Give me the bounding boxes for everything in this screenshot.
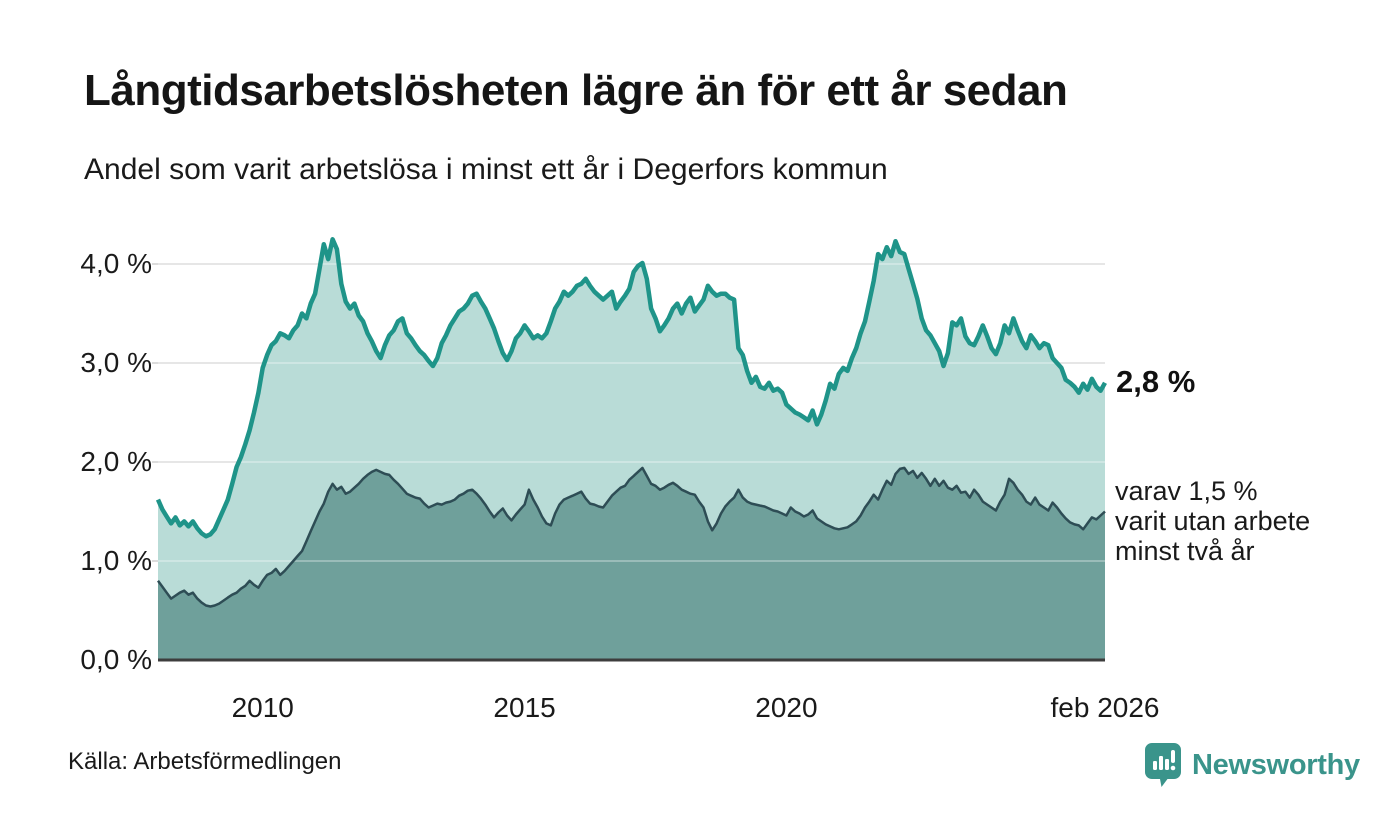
x-axis-label: 2015 xyxy=(493,692,556,723)
x-axis-label: 2010 xyxy=(231,692,294,723)
y-axis-label: 3,0 % xyxy=(80,347,152,378)
y-axis-label: 1,0 % xyxy=(80,545,152,576)
x-axis-label: feb 2026 xyxy=(1050,692,1160,723)
page-title: Långtidsarbetslösheten lägre än för ett … xyxy=(84,66,1068,115)
x-axis-label: 2020 xyxy=(755,692,818,723)
page-subtitle: Andel som varit arbetslösa i minst ett å… xyxy=(84,153,888,186)
newsworthy-bubble-icon xyxy=(1145,743,1181,787)
source-credit: Källa: Arbetsförmedlingen xyxy=(68,748,342,775)
y-axis-label: 2,0 % xyxy=(80,446,152,477)
series-end-label-two-years: varav 1,5 % varit utan arbete minst två … xyxy=(1115,476,1311,566)
newsworthy-logo: Newsworthy xyxy=(1144,742,1360,788)
series-end-label-one-year: 2,8 % xyxy=(1116,364,1196,399)
y-axis-label: 4,0 % xyxy=(80,248,152,279)
y-axis-label: 0,0 % xyxy=(80,644,152,675)
newsworthy-wordmark: Newsworthy xyxy=(1192,748,1360,781)
